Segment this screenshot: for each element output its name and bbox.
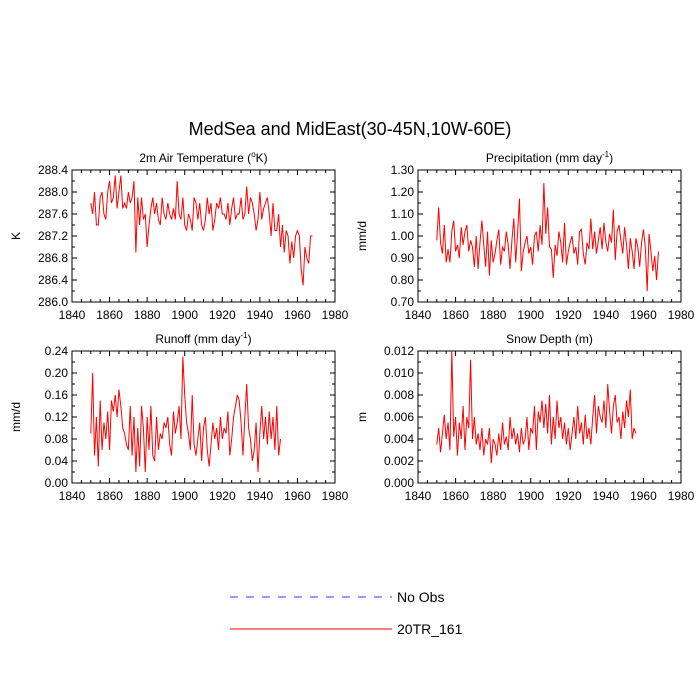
panel-title-superscript: -1: [602, 150, 610, 159]
y-tick-label: 0.004: [384, 432, 414, 446]
y-tick-label: 0.90: [391, 251, 415, 265]
y-tick-label: 0.012: [384, 344, 414, 358]
x-tick-label: 1920: [209, 308, 236, 322]
x-tick-label: 1960: [630, 308, 657, 322]
x-tick-label: 1980: [668, 308, 695, 322]
series-line-20tr: [436, 350, 637, 464]
x-tick-label: 1840: [405, 308, 432, 322]
x-tick-label: 1860: [96, 489, 123, 503]
series-line-20tr: [90, 175, 313, 286]
panel-title-text: Precipitation (mm day: [486, 151, 602, 165]
x-tick-label: 1960: [284, 308, 311, 322]
y-tick-label: 0.12: [45, 410, 69, 424]
y-axis-label: m: [355, 412, 369, 422]
y-tick-label: 1.00: [391, 229, 415, 243]
panel-title-suffix: K): [256, 151, 268, 165]
y-tick-label: 286.0: [38, 295, 68, 309]
y-tick-label: 0.000: [384, 476, 414, 490]
y-tick-label: 286.8: [38, 251, 68, 265]
panel-title-text: 2m Air Temperature (: [139, 151, 251, 165]
y-tick-label: 0.006: [384, 410, 414, 424]
x-tick-label: 1900: [171, 308, 198, 322]
x-tick-label: 1840: [405, 489, 432, 503]
x-tick-label: 1880: [134, 308, 161, 322]
x-tick-label: 1860: [442, 308, 469, 322]
x-tick-label: 1860: [442, 489, 469, 503]
y-axis-label: mm/d: [355, 221, 369, 251]
y-tick-label: 0.16: [45, 388, 69, 402]
y-axis-label: mm/d: [9, 402, 23, 432]
y-tick-label: 0.70: [391, 295, 415, 309]
series-line-20tr: [90, 356, 282, 473]
y-tick-label: 0.80: [391, 273, 415, 287]
y-tick-label: 1.20: [391, 185, 415, 199]
y-tick-label: 0.08: [45, 432, 69, 446]
x-tick-label: 1980: [668, 489, 695, 503]
y-tick-label: 0.00: [45, 476, 69, 490]
y-tick-label: 0.24: [45, 344, 69, 358]
y-tick-label: 0.04: [45, 454, 69, 468]
panel-title-suffix: ): [609, 151, 613, 165]
x-tick-label: 1900: [517, 489, 544, 503]
panel-2: Runoff (mm day-1) mm/d 1840 1860 1880 1900 192…: [9, 331, 349, 503]
y-tick-label: 286.4: [38, 273, 68, 287]
panel-title-text: Runoff (mm day: [155, 332, 240, 346]
main-title: MedSea and MidEast(30-45N,10W-60E): [189, 119, 512, 139]
y-axis-label: K: [9, 232, 23, 240]
y-tick-label: 0.002: [384, 454, 414, 468]
x-tick-label: 1940: [247, 308, 274, 322]
panel-3: Snow Depth (m) m 1840 1860 1880 1900 1920 1940 1…: [355, 332, 695, 503]
panel-1: Precipitation (mm day-1) mm/d 1840 1860 1880…: [355, 150, 695, 322]
x-tick-label: 1860: [96, 308, 123, 322]
panel-title: Precipitation (mm day-1): [486, 150, 613, 165]
x-tick-label: 1880: [134, 489, 161, 503]
x-tick-label: 1940: [247, 489, 274, 503]
x-tick-label: 1980: [322, 489, 349, 503]
plot-frame: [71, 350, 336, 484]
y-tick-label: 1.30: [391, 163, 415, 177]
panels: 2m Air Temperature (oK) K 1840 1860 1880 1900…: [9, 150, 695, 503]
plot-frame: [417, 169, 682, 303]
x-tick-label: 1840: [59, 489, 86, 503]
legend-label-20tr: 20TR_161: [397, 621, 463, 637]
y-tick-label: 288.0: [38, 185, 68, 199]
y-tick-label: 288.4: [38, 163, 68, 177]
panel-title: 2m Air Temperature (oK): [139, 150, 267, 165]
x-tick-label: 1920: [555, 489, 582, 503]
y-tick-label: 287.6: [38, 207, 68, 221]
x-tick-label: 1840: [59, 308, 86, 322]
x-tick-label: 1940: [593, 489, 620, 503]
y-tick-label: 0.010: [384, 366, 414, 380]
series-line-20tr: [436, 183, 659, 292]
x-tick-label: 1920: [209, 489, 236, 503]
y-tick-label: 0.008: [384, 388, 414, 402]
y-tick-label: 287.2: [38, 229, 68, 243]
y-tick-label: 1.10: [391, 207, 415, 221]
legend-label-no-obs: No Obs: [397, 589, 444, 605]
panel-title-suffix: ): [248, 332, 252, 346]
x-tick-label: 1980: [322, 308, 349, 322]
panel-title-superscript: -1: [241, 331, 249, 340]
y-tick-label: 0.20: [45, 366, 69, 380]
panel-0: 2m Air Temperature (oK) K 1840 1860 1880 1900…: [9, 150, 349, 322]
panel-title: Snow Depth (m): [506, 332, 593, 346]
x-tick-label: 1880: [480, 308, 507, 322]
panel-title-superscript: o: [251, 150, 256, 159]
x-tick-label: 1960: [630, 489, 657, 503]
x-tick-label: 1960: [284, 489, 311, 503]
legend: No Obs 20TR_161: [230, 589, 463, 637]
x-tick-label: 1880: [480, 489, 507, 503]
panel-title-text: Snow Depth (m): [506, 332, 593, 346]
plot-frame: [417, 350, 682, 484]
panel-title: Runoff (mm day-1): [155, 331, 251, 346]
x-tick-label: 1900: [171, 489, 198, 503]
x-tick-label: 1940: [593, 308, 620, 322]
x-tick-label: 1920: [555, 308, 582, 322]
x-tick-label: 1900: [517, 308, 544, 322]
